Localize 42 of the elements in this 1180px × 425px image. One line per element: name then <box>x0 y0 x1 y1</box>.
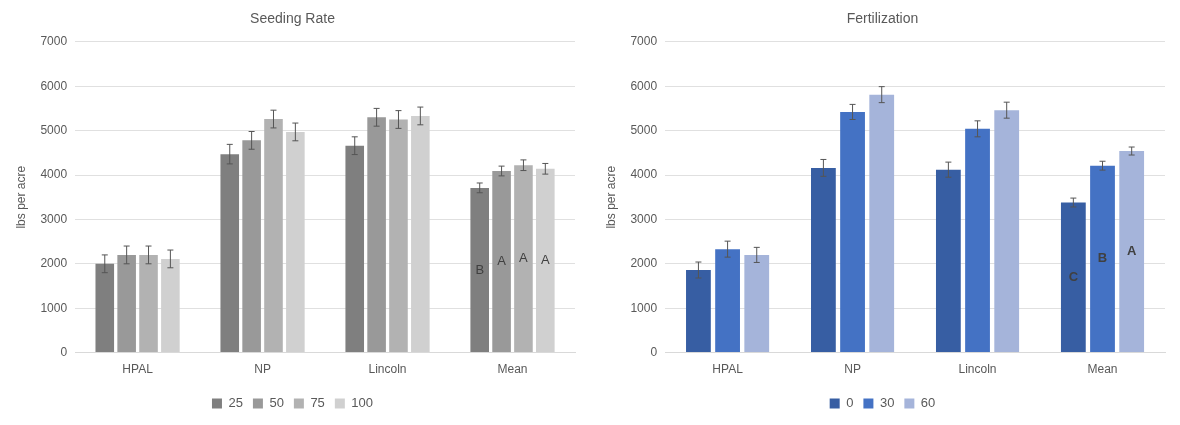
y-tick-label: 3000 <box>630 211 658 226</box>
y-tick-label: 4000 <box>630 167 658 182</box>
legend-label: 30 <box>879 395 895 411</box>
y-tick-label: 2000 <box>40 256 68 271</box>
legend-label: 0 <box>846 395 854 411</box>
x-tick-label: NP <box>254 362 271 377</box>
y-tick-label: 4000 <box>40 167 68 182</box>
x-tick-label: Lincoln <box>368 362 407 377</box>
data-label: B <box>475 261 485 277</box>
legend-label: 75 <box>310 395 325 411</box>
data-label: A <box>497 253 507 269</box>
data-label: A <box>540 252 550 268</box>
y-tick-label: 7000 <box>40 34 68 49</box>
y-tick-label: 5000 <box>40 122 68 137</box>
data-label: C <box>1068 268 1079 284</box>
y-tick-label: 3000 <box>40 211 68 226</box>
y-tick-label: 7000 <box>630 34 658 49</box>
x-tick-label: HPAL <box>712 362 744 377</box>
y-tick-label: 5000 <box>630 122 658 137</box>
y-tick-label: 1000 <box>630 300 658 315</box>
legend-label: 60 <box>920 395 936 411</box>
x-tick-label: NP <box>844 362 861 377</box>
y-tick-label: 2000 <box>630 256 658 271</box>
y-tick-label: 6000 <box>40 78 68 93</box>
legend-label: 25 <box>228 395 243 411</box>
legend-label: 50 <box>269 395 284 411</box>
x-tick-label: Mean <box>497 362 528 377</box>
y-tick-label: 0 <box>650 344 658 359</box>
y-tick-label: 1000 <box>40 300 68 315</box>
x-tick-label: HPAL <box>122 362 154 377</box>
chart-title: Seeding Rate <box>250 10 336 27</box>
y-tick-label: 6000 <box>630 78 658 93</box>
chart-title: Fertilization <box>846 10 919 27</box>
data-label: B <box>1097 250 1108 266</box>
y-axis-title: lbs per acre <box>603 165 618 229</box>
y-tick-label: 0 <box>60 344 68 359</box>
x-tick-label: Mean <box>1087 362 1118 377</box>
y-axis-title: lbs per acre <box>13 165 28 229</box>
data-label: A <box>1126 243 1137 259</box>
data-label: A <box>519 250 529 266</box>
x-tick-label: Lincoln <box>958 362 997 377</box>
legend-label: 100 <box>351 395 374 411</box>
